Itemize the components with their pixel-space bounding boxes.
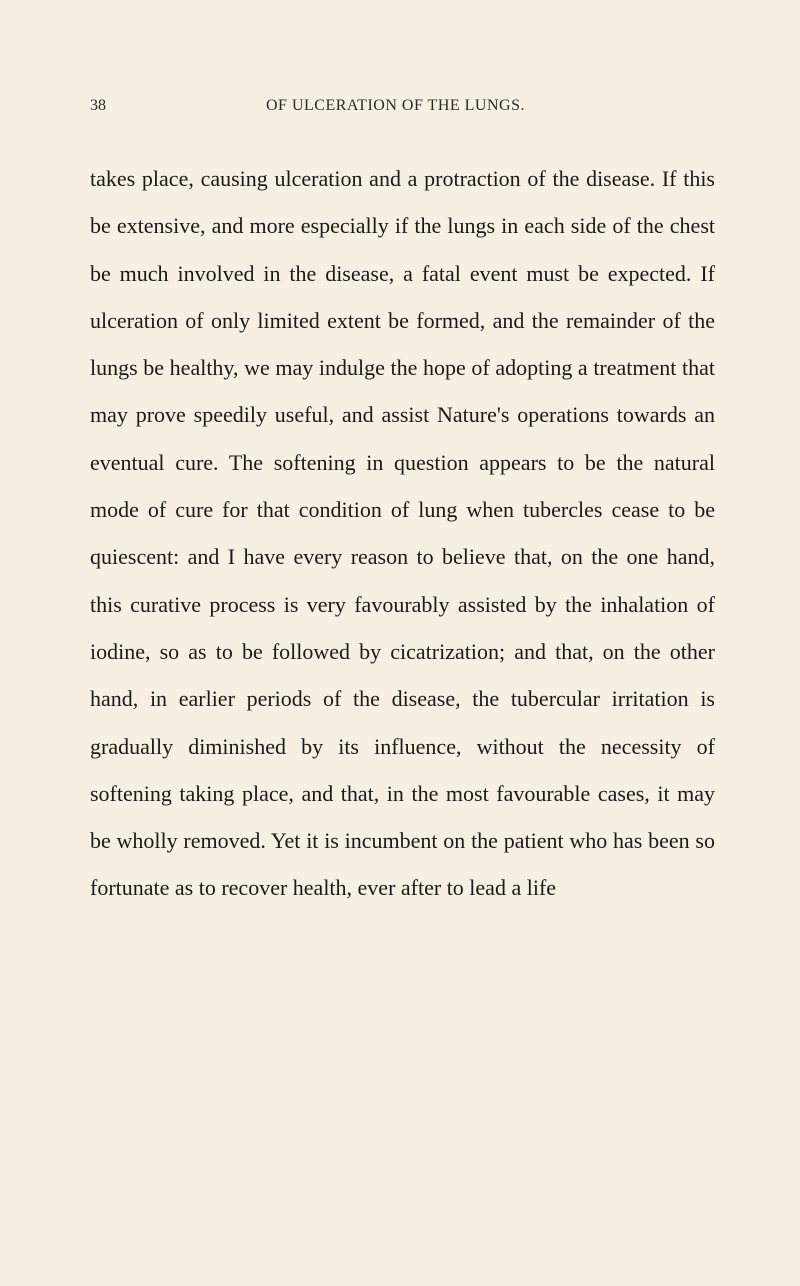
running-title: OF ULCERATION OF THE LUNGS. [76, 97, 715, 115]
body-text: takes place, causing ulceration and a pr… [90, 155, 715, 912]
document-page: 38 OF ULCERATION OF THE LUNGS. takes pla… [0, 0, 800, 1286]
page-header: 38 OF ULCERATION OF THE LUNGS. [90, 97, 715, 115]
